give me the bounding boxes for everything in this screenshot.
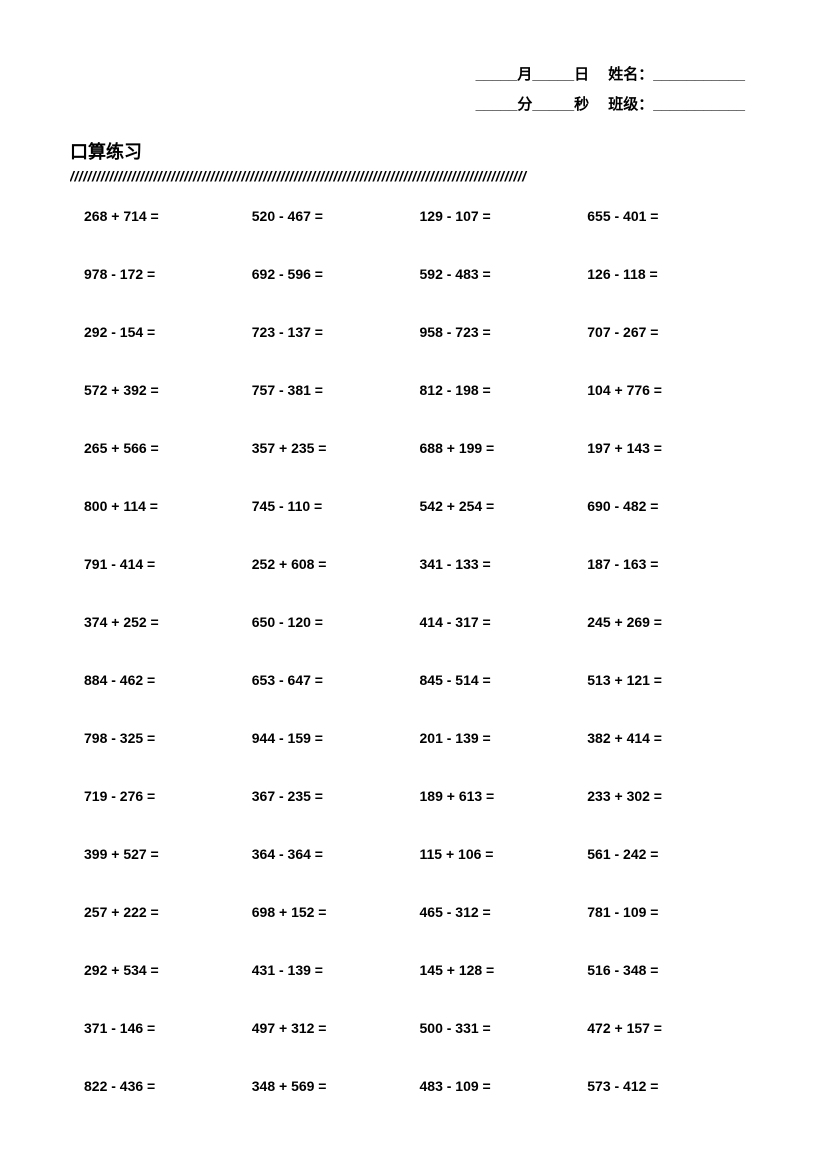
problem-cell: 800 + 114 = (84, 498, 252, 514)
problem-cell: 197 + 143 = (587, 440, 755, 456)
problem-cell: 292 + 534 = (84, 962, 252, 978)
problem-cell: 145 + 128 = (420, 962, 588, 978)
problem-cell: 233 + 302 = (587, 788, 755, 804)
problem-cell: 884 - 462 = (84, 672, 252, 688)
problem-cell: 252 + 608 = (252, 556, 420, 572)
problem-cell: 201 - 139 = (420, 730, 588, 746)
problem-cell: 268 + 714 = (84, 208, 252, 224)
problem-cell: 189 + 613 = (420, 788, 588, 804)
problem-cell: 690 - 482 = (587, 498, 755, 514)
problem-cell: 944 - 159 = (252, 730, 420, 746)
problem-cell: 812 - 198 = (420, 382, 588, 398)
problem-row: 374 + 252 =650 - 120 =414 - 317 =245 + 2… (84, 614, 755, 630)
problem-cell: 798 - 325 = (84, 730, 252, 746)
problem-cell: 573 - 412 = (587, 1078, 755, 1094)
problem-cell: 520 - 467 = (252, 208, 420, 224)
problem-row: 719 - 276 =367 - 235 =189 + 613 =233 + 3… (84, 788, 755, 804)
problem-row: 822 - 436 =348 + 569 =483 - 109 =573 - 4… (84, 1078, 755, 1094)
problem-cell: 348 + 569 = (252, 1078, 420, 1094)
problem-cell: 542 + 254 = (420, 498, 588, 514)
problem-row: 978 - 172 =692 - 596 =592 - 483 =126 - 1… (84, 266, 755, 282)
page-title: 口算练习 (70, 138, 755, 164)
header-line-time-class: _____分_____秒 班级：___________ (70, 90, 745, 120)
problem-cell: 292 - 154 = (84, 324, 252, 340)
problem-row: 265 + 566 =357 + 235 =688 + 199 =197 + 1… (84, 440, 755, 456)
problem-row: 800 + 114 =745 - 110 =542 + 254 =690 - 4… (84, 498, 755, 514)
problem-cell: 655 - 401 = (587, 208, 755, 224)
problem-cell: 757 - 381 = (252, 382, 420, 398)
problem-row: 268 + 714 =520 - 467 =129 - 107 =655 - 4… (84, 208, 755, 224)
problem-row: 371 - 146 =497 + 312 =500 - 331 =472 + 1… (84, 1020, 755, 1036)
problem-cell: 187 - 163 = (587, 556, 755, 572)
problem-cell: 483 - 109 = (420, 1078, 588, 1094)
problem-cell: 592 - 483 = (420, 266, 588, 282)
problem-cell: 978 - 172 = (84, 266, 252, 282)
problem-cell: 781 - 109 = (587, 904, 755, 920)
problem-cell: 465 - 312 = (420, 904, 588, 920)
problems-grid: 268 + 714 =520 - 467 =129 - 107 =655 - 4… (70, 208, 755, 1094)
problem-row: 798 - 325 =944 - 159 =201 - 139 =382 + 4… (84, 730, 755, 746)
problem-cell: 698 + 152 = (252, 904, 420, 920)
divider: ////////////////////////////////////////… (70, 168, 755, 184)
problem-row: 257 + 222 =698 + 152 =465 - 312 =781 - 1… (84, 904, 755, 920)
problem-cell: 500 - 331 = (420, 1020, 588, 1036)
header-line-date-name: _____月_____日 姓名：___________ (70, 60, 745, 90)
problem-cell: 382 + 414 = (587, 730, 755, 746)
problem-cell: 257 + 222 = (84, 904, 252, 920)
problem-cell: 126 - 118 = (587, 266, 755, 282)
problem-cell: 364 - 364 = (252, 846, 420, 862)
problem-cell: 265 + 566 = (84, 440, 252, 456)
problem-cell: 341 - 133 = (420, 556, 588, 572)
problem-cell: 572 + 392 = (84, 382, 252, 398)
problem-cell: 791 - 414 = (84, 556, 252, 572)
problem-cell: 561 - 242 = (587, 846, 755, 862)
problem-cell: 399 + 527 = (84, 846, 252, 862)
problem-cell: 115 + 106 = (420, 846, 588, 862)
problem-cell: 653 - 647 = (252, 672, 420, 688)
problem-cell: 367 - 235 = (252, 788, 420, 804)
header-info: _____月_____日 姓名：___________ _____分_____秒… (70, 60, 755, 120)
problem-cell: 414 - 317 = (420, 614, 588, 630)
problem-row: 884 - 462 =653 - 647 =845 - 514 =513 + 1… (84, 672, 755, 688)
problem-row: 399 + 527 =364 - 364 =115 + 106 =561 - 2… (84, 846, 755, 862)
problem-cell: 692 - 596 = (252, 266, 420, 282)
problem-cell: 104 + 776 = (587, 382, 755, 398)
problem-cell: 650 - 120 = (252, 614, 420, 630)
problem-cell: 822 - 436 = (84, 1078, 252, 1094)
problem-cell: 129 - 107 = (420, 208, 588, 224)
problem-cell: 707 - 267 = (587, 324, 755, 340)
problem-cell: 357 + 235 = (252, 440, 420, 456)
problem-cell: 245 + 269 = (587, 614, 755, 630)
problem-cell: 745 - 110 = (252, 498, 420, 514)
problem-cell: 472 + 157 = (587, 1020, 755, 1036)
problem-cell: 374 + 252 = (84, 614, 252, 630)
problem-cell: 845 - 514 = (420, 672, 588, 688)
problem-row: 292 + 534 =431 - 139 =145 + 128 =516 - 3… (84, 962, 755, 978)
problem-row: 791 - 414 =252 + 608 =341 - 133 =187 - 1… (84, 556, 755, 572)
problem-row: 572 + 392 =757 - 381 =812 - 198 =104 + 7… (84, 382, 755, 398)
problem-cell: 371 - 146 = (84, 1020, 252, 1036)
problem-cell: 958 - 723 = (420, 324, 588, 340)
problem-cell: 513 + 121 = (587, 672, 755, 688)
problem-cell: 497 + 312 = (252, 1020, 420, 1036)
problem-row: 292 - 154 =723 - 137 =958 - 723 =707 - 2… (84, 324, 755, 340)
problem-cell: 431 - 139 = (252, 962, 420, 978)
problem-cell: 723 - 137 = (252, 324, 420, 340)
problem-cell: 516 - 348 = (587, 962, 755, 978)
problem-cell: 688 + 199 = (420, 440, 588, 456)
problem-cell: 719 - 276 = (84, 788, 252, 804)
